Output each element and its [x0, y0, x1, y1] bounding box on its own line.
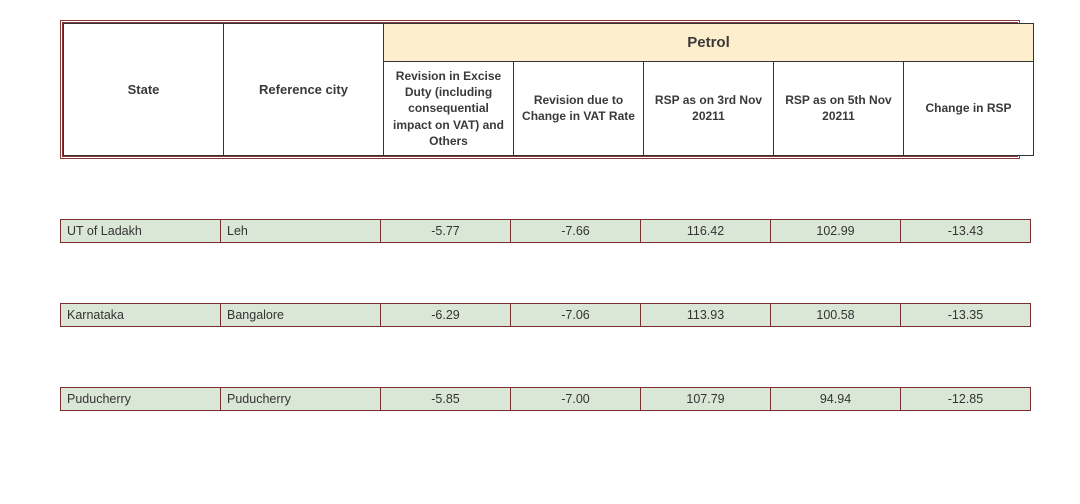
- header-table: State Reference city Petrol Revision in …: [63, 23, 1034, 156]
- row-gap: [60, 327, 1020, 387]
- col-header-revision-vat: Revision due to Change in VAT Rate: [514, 62, 644, 156]
- col-header-state: State: [64, 24, 224, 156]
- cell-state: Puducherry: [61, 387, 221, 410]
- cell-v5: -13.35: [901, 303, 1031, 326]
- cell-v5: -13.43: [901, 219, 1031, 242]
- petrol-price-table-header: State Reference city Petrol Revision in …: [60, 20, 1020, 159]
- cell-state: UT of Ladakh: [61, 219, 221, 242]
- row-gap: [60, 243, 1020, 303]
- table-row: UT of Ladakh Leh -5.77 -7.66 116.42 102.…: [60, 219, 1020, 243]
- cell-v5: -12.85: [901, 387, 1031, 410]
- cell-v2: -7.66: [511, 219, 641, 242]
- col-header-revision-excise: Revision in Excise Duty (including conse…: [384, 62, 514, 156]
- col-header-reference-city: Reference city: [224, 24, 384, 156]
- table-row: Karnataka Bangalore -6.29 -7.06 113.93 1…: [60, 303, 1020, 327]
- cell-v3: 116.42: [641, 219, 771, 242]
- cell-ref: Puducherry: [221, 387, 381, 410]
- col-header-rsp-5th-nov: RSP as on 5th Nov 20211: [774, 62, 904, 156]
- table-row: Puducherry Puducherry -5.85 -7.00 107.79…: [60, 387, 1020, 411]
- col-header-rsp-3rd-nov: RSP as on 3rd Nov 20211: [644, 62, 774, 156]
- cell-ref: Bangalore: [221, 303, 381, 326]
- col-group-petrol: Petrol: [384, 24, 1034, 62]
- col-header-change-rsp: Change in RSP: [904, 62, 1034, 156]
- cell-ref: Leh: [221, 219, 381, 242]
- cell-v1: -6.29: [381, 303, 511, 326]
- cell-v3: 113.93: [641, 303, 771, 326]
- cell-v3: 107.79: [641, 387, 771, 410]
- cell-v1: -5.77: [381, 219, 511, 242]
- cell-v1: -5.85: [381, 387, 511, 410]
- cell-state: Karnataka: [61, 303, 221, 326]
- cell-v4: 100.58: [771, 303, 901, 326]
- cell-v4: 102.99: [771, 219, 901, 242]
- cell-v2: -7.06: [511, 303, 641, 326]
- cell-v2: -7.00: [511, 387, 641, 410]
- row-gap: [60, 159, 1020, 219]
- cell-v4: 94.94: [771, 387, 901, 410]
